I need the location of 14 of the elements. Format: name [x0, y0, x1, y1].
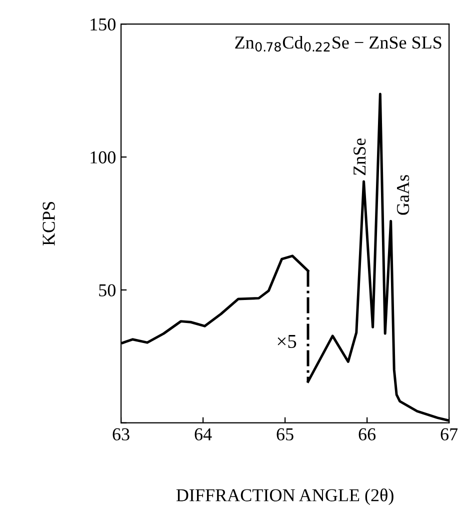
annotation: GaAs [396, 175, 410, 215]
annotation: ZnSe [354, 138, 366, 176]
y-axis-title: KCPS [42, 202, 55, 246]
y-tick-label: 150 [90, 18, 116, 31]
x-tick-label: 65 [276, 428, 294, 440]
x-tick-label: 63 [112, 428, 130, 440]
x-axis-title: DIFFRACTION ANGLE (2θ) [176, 488, 394, 506]
annotation: ×5 [278, 335, 296, 348]
x-tick-label: 67 [440, 428, 458, 440]
x-tick-label: 66 [358, 428, 376, 440]
y-tick-label: 100 [90, 151, 116, 164]
x-tick-label: 64 [194, 428, 212, 440]
y-tick-label: 50 [99, 284, 116, 296]
text: Zn$_{0.78}$Cd$_{0.22}$Se − ZnSe SLS [235, 36, 442, 52]
